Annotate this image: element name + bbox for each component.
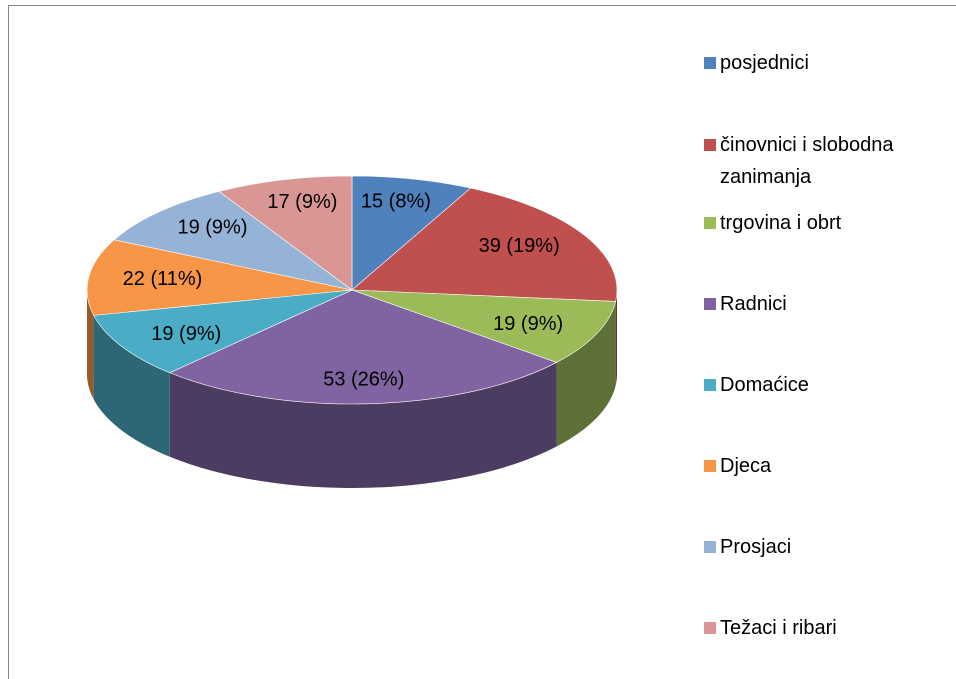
data-label: 15 (8%) (361, 190, 431, 212)
slice (351, 187, 618, 302)
legend-label: Domaćice (720, 374, 809, 396)
legend-item: Radnici (704, 288, 944, 320)
legend-swatch (704, 541, 716, 553)
legend-item: Prosjaci (704, 531, 944, 563)
legend-swatch (704, 139, 716, 151)
legend-swatch (704, 379, 716, 391)
legend-item: činovnici i slobodna zanimanja (704, 129, 944, 193)
legend-item: Domaćice (704, 369, 944, 401)
data-label: 17 (9%) (267, 191, 337, 213)
slice-side (615, 290, 617, 386)
legend-swatch (704, 57, 716, 69)
legend-label: Težaci i ribari (720, 617, 837, 639)
slice (86, 239, 353, 316)
legend-label: činovnici i slobodna zanimanja (720, 134, 894, 188)
legend-label: Radnici (720, 293, 787, 315)
legend-item: posjednici (704, 47, 944, 79)
slice (113, 191, 353, 291)
slice (169, 289, 558, 405)
data-label: 39 (19%) (479, 235, 560, 257)
slice-side (556, 301, 616, 447)
slice-side (87, 290, 94, 400)
legend-label: Prosjaci (720, 536, 792, 558)
slice-side (93, 315, 170, 457)
legend-label: trgovina i obrt (720, 212, 842, 234)
slice (351, 289, 617, 363)
legend-swatch (704, 217, 716, 229)
legend-item: Djeca (704, 450, 944, 482)
slice-side (169, 362, 557, 489)
legend-label: Djeca (720, 455, 772, 477)
data-label: 19 (9%) (151, 323, 221, 345)
slice (351, 175, 472, 291)
legend-swatch (704, 460, 716, 472)
legend-swatch (704, 298, 716, 310)
data-label: 22 (11%) (123, 268, 203, 290)
legend-swatch (704, 622, 716, 634)
frame (8, 5, 956, 679)
data-label: 19 (9%) (493, 313, 563, 335)
legend-item: Težaci i ribari (704, 612, 944, 644)
legend-item: trgovina i obrt (704, 207, 944, 239)
slice (93, 289, 353, 374)
slice (218, 175, 353, 291)
data-label: 19 (9%) (177, 217, 247, 239)
data-label: 53 (26%) (323, 368, 404, 390)
legend-label: posjednici (720, 52, 809, 74)
